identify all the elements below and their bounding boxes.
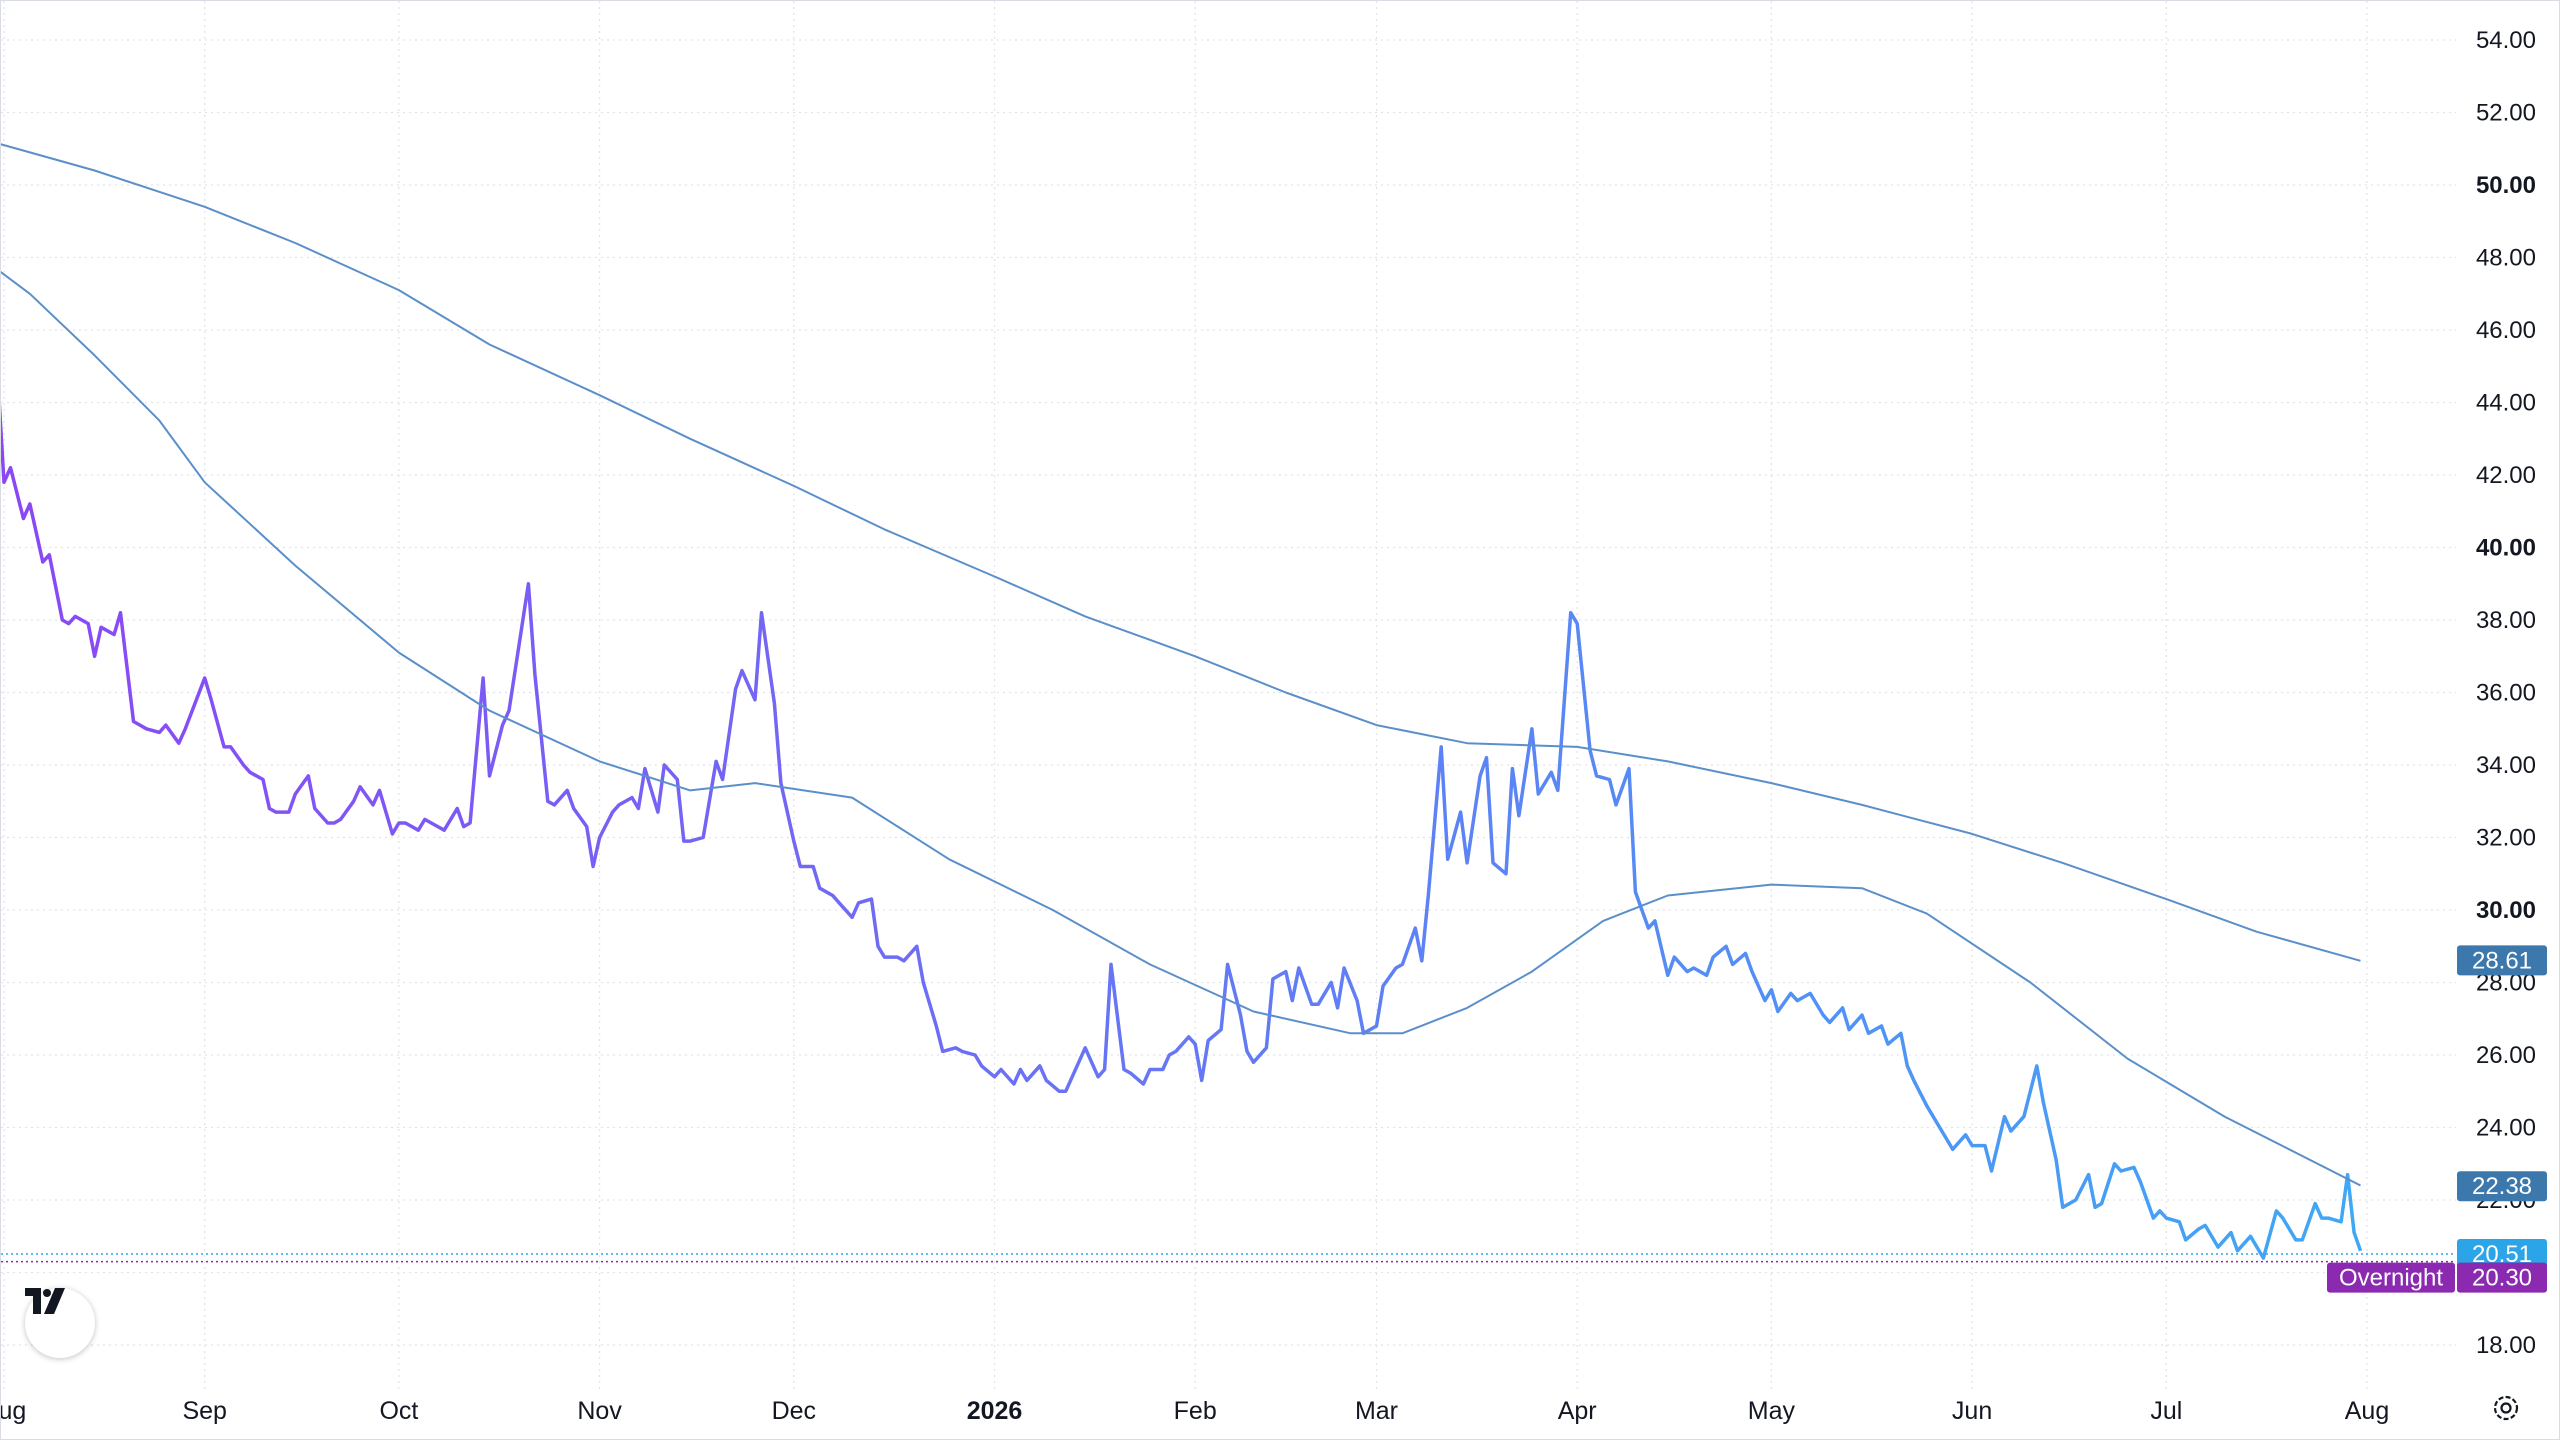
grid (1, 1, 2456, 1391)
x-axis[interactable]: Aug Sep Oct Nov Dec 2026 Feb Mar Apr May Jun Jul Aug (1, 1397, 2389, 1425)
x-tick-label: Sep (182, 1397, 226, 1425)
y-tick-label: 18.00 (2476, 1332, 2536, 1359)
price-label-badge (2457, 1171, 2547, 1202)
x-tick-label: Jul (2150, 1397, 2182, 1425)
price-label-badge (2457, 1239, 2547, 1270)
y-tick-label: 42.00 (2476, 462, 2536, 489)
moving-average-short-line[interactable] (1, 265, 2361, 1187)
y-tick-label: 48.00 (2476, 245, 2536, 272)
price-line[interactable] (1, 374, 2363, 1260)
y-tick-label: 50.00 (2476, 172, 2536, 199)
y-axis[interactable]: 18.0020.0022.0024.0026.0028.0030.0032.00… (2476, 27, 2536, 1359)
gear-glyph (2493, 1395, 2519, 1421)
price-label-badge (2457, 1262, 2547, 1293)
price-label-value: 28.61 (2472, 947, 2532, 974)
price-label-badge (2457, 945, 2547, 976)
x-tick-label: Aug (2345, 1397, 2389, 1425)
reference-lines (1, 1253, 2456, 1263)
price-label-value: 20.30 (2472, 1265, 2532, 1292)
x-tick-label: 2026 (967, 1397, 1023, 1425)
x-tick-label: Oct (379, 1397, 418, 1425)
y-tick-label: 38.00 (2476, 607, 2536, 634)
tradingview-logo-glyph (25, 1288, 65, 1314)
x-tick-label: Aug (1, 1397, 26, 1425)
x-tick-label: May (1748, 1397, 1796, 1425)
gear-icon[interactable] (2491, 1393, 2527, 1429)
y-tick-label: 52.00 (2476, 100, 2536, 127)
y-tick-label: 34.00 (2476, 752, 2536, 779)
y-tick-label: 40.00 (2476, 535, 2536, 562)
tradingview-logo-icon[interactable] (25, 1288, 95, 1358)
y-tick-label: 26.00 (2476, 1042, 2536, 1069)
x-tick-label: Jun (1952, 1397, 1992, 1425)
y-tick-label: 46.00 (2476, 317, 2536, 344)
y-tick-label: 24.00 (2476, 1115, 2536, 1142)
x-tick-label: Dec (772, 1397, 816, 1425)
x-tick-label: Apr (1558, 1397, 1597, 1425)
y-tick-label: 44.00 (2476, 390, 2536, 417)
overnight-tag (2327, 1262, 2455, 1293)
series-layer (1, 142, 2363, 1260)
moving-average-long-line[interactable] (1, 142, 2361, 962)
x-tick-label: Mar (1355, 1397, 1398, 1425)
y-tick-label: 36.00 (2476, 680, 2536, 707)
x-tick-label: Nov (577, 1397, 622, 1425)
y-tick-label: 30.00 (2476, 897, 2536, 924)
y-tick-label: 54.00 (2476, 27, 2536, 54)
y-tick-label: 32.00 (2476, 825, 2536, 852)
overnight-tag-label: Overnight (2339, 1265, 2443, 1292)
price-label-value: 22.38 (2472, 1173, 2532, 1200)
x-tick-label: Feb (1174, 1397, 1217, 1425)
